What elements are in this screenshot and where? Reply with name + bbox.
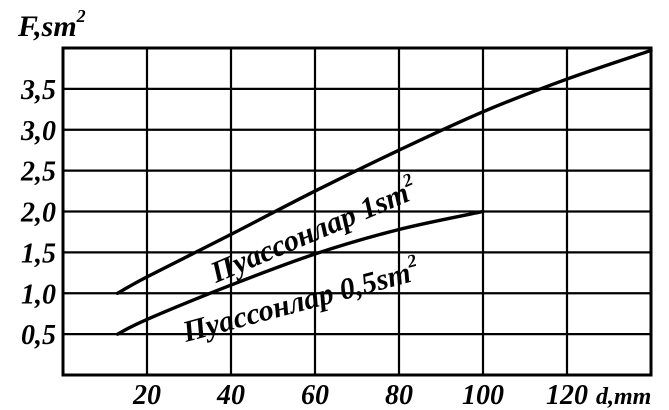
y-axis-label: F,sm <box>17 10 77 43</box>
y-tick-label: 1,5 <box>21 238 56 269</box>
x-axis-title: d,mm <box>596 384 651 410</box>
series-group <box>115 48 653 336</box>
x-tick-label: 120 <box>546 380 588 410</box>
series-line-1 <box>115 209 485 336</box>
series-line-0 <box>115 48 653 295</box>
x-tick-label: 20 <box>132 380 161 410</box>
plot-border <box>61 46 653 377</box>
tick-labels: 20 40 60 80 100 120 0,5 1,0 1,5 2,0 2,5 3,0 3,5 <box>20 75 588 410</box>
x-tick-label: 40 <box>216 380 245 410</box>
x-tick-label: 80 <box>385 380 413 410</box>
plot-frame <box>61 46 653 377</box>
y-axis-label-superscript: 2 <box>76 6 86 26</box>
y-tick-label: 1,0 <box>21 279 56 310</box>
y-axis-title: F,sm2 <box>17 6 86 43</box>
x-tick-label: 100 <box>462 380 504 410</box>
x-tick-label: 60 <box>301 380 329 410</box>
y-tick-label: 3,5 <box>20 75 56 106</box>
y-tick-label: 2,5 <box>20 157 56 188</box>
y-tick-label: 3,0 <box>20 116 56 147</box>
y-tick-label: 0,5 <box>21 320 56 351</box>
y-tick-label: 2,0 <box>20 198 56 229</box>
